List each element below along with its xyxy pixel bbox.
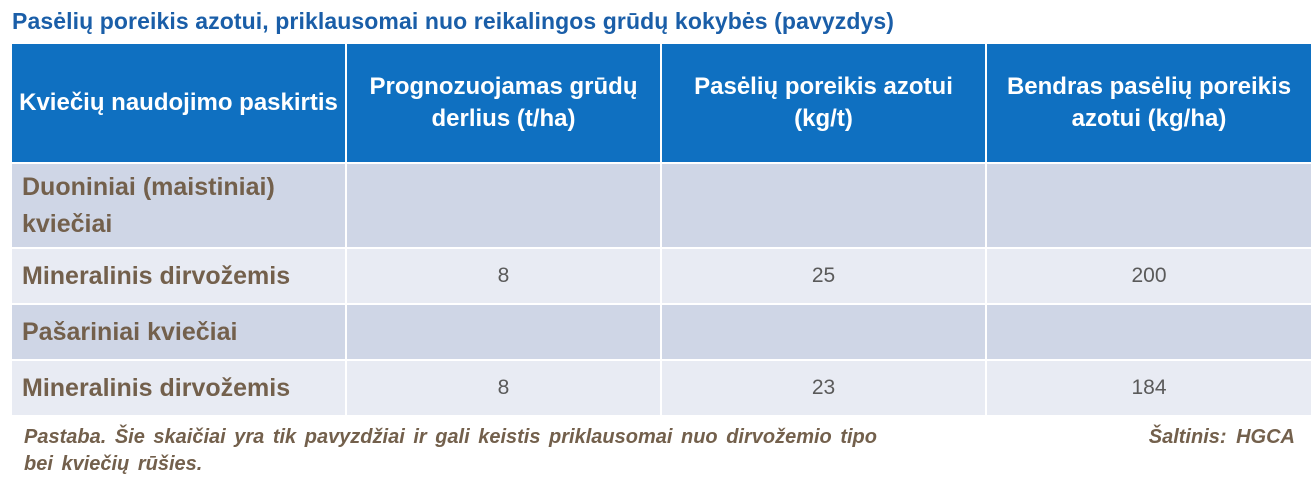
- cell-need: 25: [661, 248, 987, 305]
- header-yield: Prognozuojamas grūdų derlius (t/ha): [346, 44, 662, 164]
- header-need-per-ton: Pasėlių poreikis azotui (kg/t): [661, 44, 987, 164]
- cell-yield: 8: [346, 248, 662, 305]
- cell-yield: [346, 163, 662, 249]
- nitrogen-need-table: Kviečių naudojimo paskirtis Prognozuojam…: [12, 44, 1311, 417]
- cell-total: 200: [986, 248, 1311, 305]
- row-label: Pašariniai kviečiai: [12, 304, 347, 361]
- row-label: Duoniniai (maistiniai) kviečiai: [12, 163, 347, 249]
- cell-need: 23: [661, 360, 987, 417]
- cell-total: [986, 163, 1311, 249]
- cell-yield: [346, 304, 662, 361]
- cell-total: [986, 304, 1311, 361]
- header-purpose: Kviečių naudojimo paskirtis: [12, 44, 347, 164]
- cell-yield: 8: [346, 360, 662, 417]
- table-row: Pašariniai kviečiai: [12, 304, 1311, 361]
- table-row: Duoniniai (maistiniai) kviečiai: [12, 163, 1311, 249]
- footnote: Pastaba. Šie skaičiai yra tik pavyzdžiai…: [24, 426, 877, 475]
- cell-need: [661, 304, 987, 361]
- page-title: Pasėlių poreikis azotui, priklausomai nu…: [12, 8, 895, 34]
- cell-need: [661, 163, 987, 249]
- header-total-need: Bendras pasėlių poreikis azotui (kg/ha): [986, 44, 1311, 164]
- table-row: Mineralinis dirvožemis 8 23 184: [12, 360, 1311, 417]
- row-label: Mineralinis dirvožemis: [12, 360, 347, 417]
- cell-total: 184: [986, 360, 1311, 417]
- row-label: Mineralinis dirvožemis: [12, 248, 347, 305]
- table-row: Mineralinis dirvožemis 8 25 200: [12, 248, 1311, 305]
- table-header-row: Kviečių naudojimo paskirtis Prognozuojam…: [12, 44, 1311, 164]
- source-citation: Šaltinis: HGCA: [1148, 426, 1295, 448]
